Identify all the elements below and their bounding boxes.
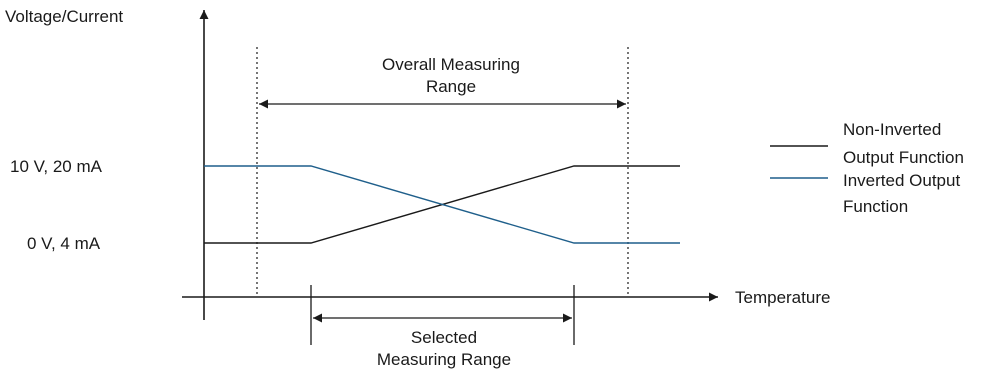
overall-range-label-line2: Range (426, 77, 476, 96)
y-level-low-label: 0 V, 4 mA (27, 234, 101, 253)
legend-label-non-inverted-line2: Output Function (843, 148, 964, 167)
legend-label-inverted-line2: Function (843, 197, 908, 216)
y-level-high-label: 10 V, 20 mA (10, 157, 103, 176)
selected-range-label-line1: Selected (411, 328, 477, 347)
series-inverted-line (204, 165, 680, 244)
selected-range-label-line2: Measuring Range (377, 350, 511, 369)
y-axis-label: Voltage/Current (5, 7, 123, 26)
overall-range-label-line1: Overall Measuring (382, 55, 520, 74)
legend-label-inverted-line1: Inverted Output (843, 171, 960, 190)
legend-label-non-inverted-line1: Non-Inverted (843, 120, 941, 139)
x-axis-label: Temperature (735, 288, 830, 307)
